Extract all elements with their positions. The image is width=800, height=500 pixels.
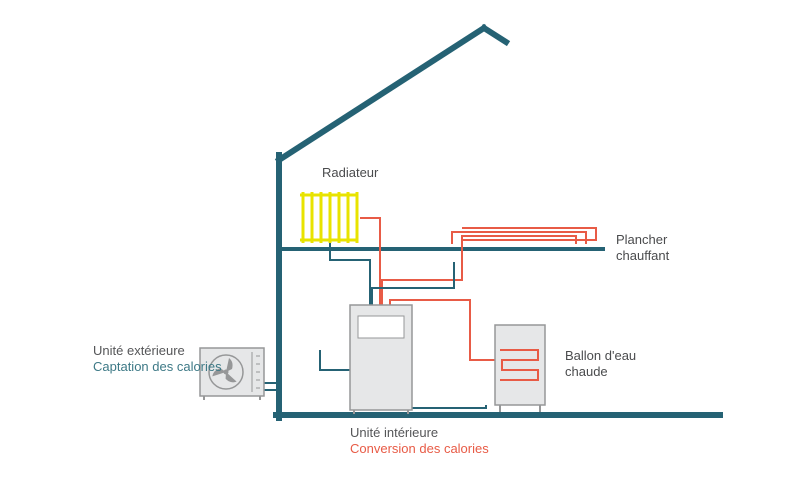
radiator-icon	[300, 192, 358, 243]
ext-label-l1: Unité extérieure	[93, 343, 185, 358]
plancher-icon	[452, 232, 586, 244]
outdoor-unit-icon	[200, 348, 264, 400]
ballon-label-l2: chaude	[565, 364, 608, 379]
indoor-unit-icon	[350, 305, 412, 414]
ext-label-l2: Captation des calories	[93, 359, 222, 374]
int-label-l1: Unité intérieure	[350, 425, 438, 440]
ballon-label-l1: Ballon d'eau	[565, 348, 636, 363]
int-label-l2: Conversion des calories	[350, 441, 489, 456]
plancher-label-l1: Plancher	[616, 232, 668, 247]
tank-icon	[495, 325, 545, 412]
radiator-label: Radiateur	[322, 165, 379, 180]
plancher-label-l2: chauffant	[616, 248, 670, 263]
heatpump-diagram: Radiateur Plancher chauffant Ballon d'ea…	[0, 0, 800, 500]
